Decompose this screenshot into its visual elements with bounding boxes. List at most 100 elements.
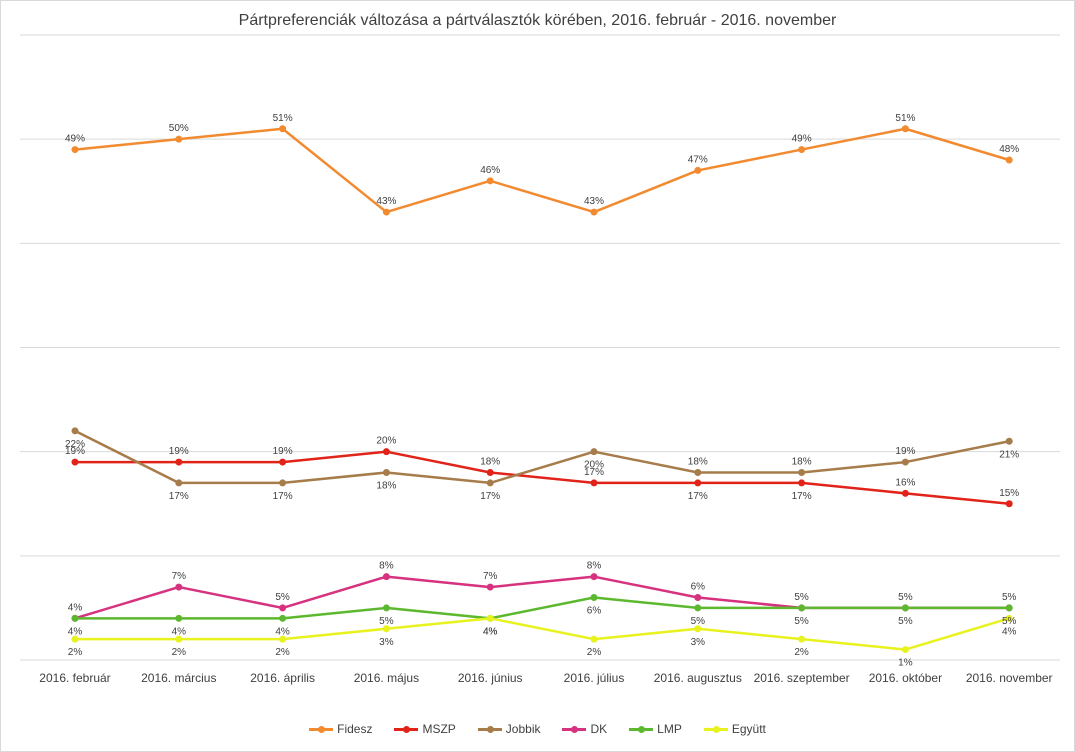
x-tick-label: 2016. október: [869, 671, 942, 685]
data-point-fidesz: [71, 146, 79, 154]
data-label-dk: 7%: [172, 571, 187, 582]
data-point-dk: [590, 573, 598, 581]
data-label-lmp: 4%: [483, 626, 498, 637]
data-point-dk: [279, 604, 287, 612]
data-label-fidesz: 43%: [376, 196, 396, 207]
data-label-mszp: 19%: [169, 446, 189, 457]
data-label-dk: 5%: [794, 592, 809, 603]
data-label-lmp: 5%: [794, 616, 809, 627]
data-label-jobbik: 18%: [688, 457, 708, 468]
data-point-jobbik: [901, 458, 909, 466]
data-point-mszp: [279, 458, 287, 466]
data-label-fidesz: 51%: [895, 113, 915, 124]
data-label-fidesz: 47%: [688, 154, 708, 165]
legend-label: Együtt: [731, 722, 766, 736]
data-label-fidesz: 43%: [584, 196, 604, 207]
data-label-dk: 8%: [587, 561, 602, 572]
data-label-egyutt: 2%: [794, 647, 809, 658]
data-label-jobbik: 17%: [480, 491, 500, 502]
x-tick-label: 2016. szeptember: [754, 671, 850, 685]
data-label-lmp: 5%: [691, 616, 706, 627]
chart-title: Pártpreferenciák változása a pártválaszt…: [238, 12, 837, 29]
series-line-mszp: [75, 450, 1010, 505]
x-tick-label: 2016. július: [564, 671, 625, 685]
data-label-egyutt: 2%: [587, 647, 602, 658]
data-point-jobbik: [694, 469, 702, 476]
legend-swatch: [309, 724, 334, 734]
legend-swatch: [629, 724, 654, 734]
data-label-jobbik: 19%: [895, 446, 915, 457]
x-tick-label: 2016. augusztus: [654, 671, 742, 685]
series-line-fidesz: [74, 127, 1010, 214]
x-tick-label: 2016. április: [250, 671, 315, 685]
legend-swatch: [477, 724, 502, 734]
data-label-lmp: 4%: [68, 626, 83, 637]
data-label-mszp: 19%: [65, 446, 85, 457]
data-point-egyutt: [901, 646, 909, 654]
legend-item-dk: DK: [562, 722, 607, 736]
data-label-lmp: 6%: [587, 606, 602, 617]
data-label-mszp: 20%: [376, 436, 396, 447]
data-point-fidesz: [382, 208, 390, 216]
data-point-fidesz: [279, 125, 287, 133]
data-label-dk: 4%: [68, 602, 83, 613]
data-label-fidesz: 51%: [273, 113, 293, 124]
data-point-dk: [486, 583, 494, 591]
x-tick-label: 2016. március: [141, 671, 216, 685]
data-label-fidesz: 48%: [999, 144, 1019, 155]
data-point-lmp: [901, 604, 909, 612]
data-label-mszp: 15%: [999, 488, 1019, 499]
data-point-fidesz: [798, 146, 806, 154]
data-label-mszp: 17%: [688, 491, 708, 502]
data-label-mszp: 17%: [792, 491, 812, 502]
data-label-lmp: 5%: [1002, 616, 1017, 627]
data-label-lmp: 5%: [898, 616, 913, 627]
data-label-mszp: 19%: [273, 446, 293, 457]
data-label-dk: 6%: [691, 582, 706, 593]
legend-item-egyutt: Együtt: [703, 722, 766, 736]
data-point-dk: [694, 594, 702, 601]
data-label-jobbik: 17%: [273, 491, 293, 502]
data-label-egyutt: 2%: [68, 647, 83, 658]
x-tick-label: 2016. február: [39, 671, 110, 685]
data-label-dk: 8%: [379, 561, 394, 572]
data-label-dk: 7%: [483, 571, 498, 582]
legend-swatch: [703, 724, 728, 734]
data-label-egyutt: 4%: [1002, 626, 1017, 637]
series-line-egyutt: [75, 617, 1010, 651]
data-point-lmp: [71, 614, 79, 622]
data-point-lmp: [279, 614, 287, 622]
series-line-jobbik: [74, 429, 1010, 485]
x-tick-label: 2016. június: [458, 671, 523, 685]
data-label-egyutt: 4%: [483, 626, 498, 637]
legend-label: Jobbik: [505, 722, 541, 736]
series-line-dk: [74, 575, 1010, 620]
data-point-mszp: [694, 479, 702, 487]
data-point-lmp: [382, 604, 390, 612]
data-point-lmp: [175, 614, 183, 622]
x-tick-label: 2016. május: [354, 671, 419, 685]
data-point-lmp: [694, 604, 702, 612]
data-point-egyutt: [382, 625, 390, 633]
data-point-egyutt: [590, 635, 598, 643]
data-point-fidesz: [486, 177, 494, 185]
data-label-lmp: 4%: [172, 626, 187, 637]
data-point-lmp: [1005, 604, 1013, 612]
legend-label: LMP: [657, 722, 682, 736]
data-point-fidesz: [590, 208, 598, 216]
data-label-jobbik: 22%: [65, 439, 85, 450]
legend-item-mszp: MSZP: [394, 722, 456, 736]
data-point-egyutt: [798, 635, 806, 643]
data-point-jobbik: [382, 469, 390, 476]
legend-swatch: [394, 724, 419, 734]
data-label-lmp: 4%: [275, 626, 290, 637]
legend-swatch: [562, 724, 587, 734]
data-point-fidesz: [1005, 156, 1013, 164]
data-point-mszp: [175, 458, 183, 466]
data-point-fidesz: [901, 125, 909, 133]
data-label-fidesz: 49%: [65, 134, 85, 145]
data-point-mszp: [71, 458, 79, 466]
data-label-dk: 5%: [275, 592, 290, 603]
data-label-egyutt: 2%: [172, 647, 187, 658]
